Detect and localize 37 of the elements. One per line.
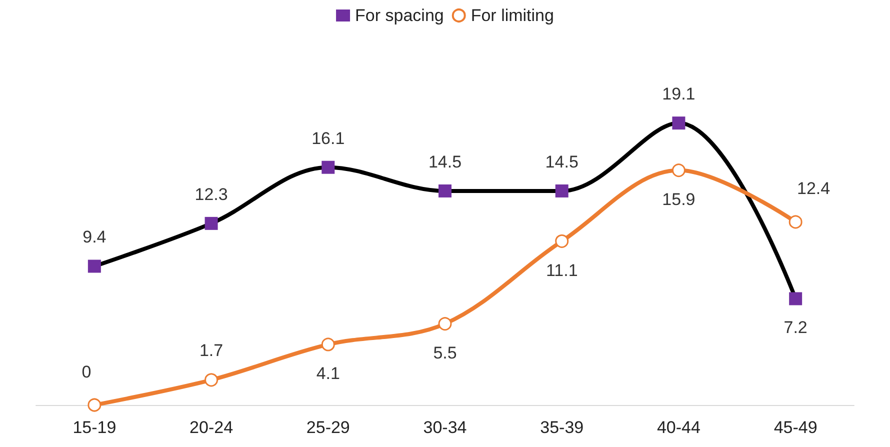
x-tick-label: 35-39 xyxy=(540,418,584,437)
point xyxy=(789,292,802,306)
data-label: 14.5 xyxy=(545,152,578,172)
point xyxy=(204,373,218,387)
x-tick-label: 15-19 xyxy=(72,418,116,437)
point xyxy=(788,215,802,229)
data-label: 19.1 xyxy=(662,84,696,104)
x-tick-label: 40-44 xyxy=(656,418,700,437)
point xyxy=(321,338,335,352)
data-label: 0 xyxy=(82,362,92,382)
point xyxy=(438,184,452,198)
point xyxy=(322,160,335,174)
data-label: 14.5 xyxy=(428,152,462,172)
point xyxy=(555,184,568,198)
point xyxy=(672,164,686,178)
data-label: 12.3 xyxy=(194,184,228,204)
point xyxy=(672,116,686,130)
data-label: 7.2 xyxy=(784,318,808,338)
x-tick-label: 20-24 xyxy=(190,418,234,437)
x-tick-label: 45-49 xyxy=(774,418,818,437)
point xyxy=(555,234,569,248)
point xyxy=(88,398,102,412)
data-label: 5.5 xyxy=(433,344,457,363)
point xyxy=(88,260,101,273)
data-label: 9.4 xyxy=(82,228,106,247)
legend-label: For spacing xyxy=(355,6,444,25)
data-label: 1.7 xyxy=(199,341,224,360)
data-label: 12.4 xyxy=(797,179,830,198)
data-label: 11.1 xyxy=(546,260,578,280)
x-tick-label: 30-34 xyxy=(423,418,467,437)
x-tick-label: 25-29 xyxy=(306,418,350,437)
legend-label: For limiting xyxy=(470,6,554,25)
point xyxy=(204,216,218,230)
point xyxy=(438,317,452,331)
data-label: 15.9 xyxy=(662,190,696,210)
data-label: 16.1 xyxy=(312,128,345,148)
data-label: 4.1 xyxy=(316,364,340,384)
